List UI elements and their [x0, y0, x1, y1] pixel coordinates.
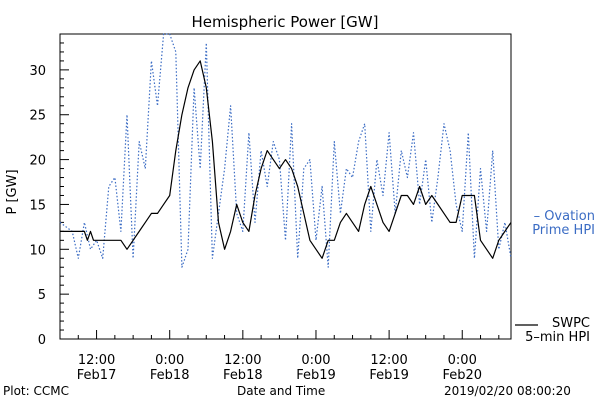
series-line-ovation-prime: [59, 33, 512, 268]
y-axis: 0 5 10 15 20 25 30: [29, 33, 69, 348]
series-line-swpc: [60, 60, 512, 259]
x-tick-date-label: Feb17: [77, 368, 117, 383]
y-tick-label: 5: [38, 288, 46, 303]
y-tick-label: 0: [38, 333, 46, 348]
x-tick-date-label: Feb19: [296, 368, 336, 383]
y-tick-label: 25: [29, 109, 46, 124]
x-tick-time-label: 0:00: [301, 353, 330, 368]
x-tick-time-label: 12:00: [78, 353, 115, 368]
plot-frame: [59, 33, 512, 340]
x-tick-time-label: 12:00: [224, 353, 261, 368]
y-tick-label: 20: [29, 154, 46, 169]
y-tick-label: 10: [29, 243, 46, 258]
x-tick-time-label: 0:00: [448, 353, 477, 368]
x-tick-date-label: Feb18: [150, 368, 190, 383]
x-axis: 12:00Feb170:00Feb1812:00Feb180:00Feb1912…: [59, 330, 500, 383]
x-tick-time-label: 12:00: [370, 353, 407, 368]
y-tick-label: 30: [29, 64, 46, 79]
legend-swpc-line2: 5–min HPI: [525, 330, 590, 345]
legend-ovation-line1: – Ovation: [534, 209, 595, 224]
x-tick-date-label: Feb19: [369, 368, 409, 383]
y-tick-label: 15: [29, 198, 46, 213]
plot-credit: Plot: CCMC: [3, 384, 69, 398]
x-tick-date-label: Feb20: [442, 368, 482, 383]
legend-swpc-line1: SWPC: [552, 316, 590, 331]
legend-ovation-line2: Prime HPI: [532, 223, 595, 238]
chart-title: Hemispheric Power [GW]: [192, 13, 379, 31]
x-axis-label: Date and Time: [237, 384, 326, 398]
y-axis-label: P [GW]: [5, 169, 20, 214]
plot-timestamp: 2019/02/20 08:00:20: [444, 384, 571, 398]
series-layer: [59, 33, 512, 268]
x-tick-time-label: 0:00: [155, 353, 184, 368]
x-tick-date-label: Feb18: [223, 368, 263, 383]
